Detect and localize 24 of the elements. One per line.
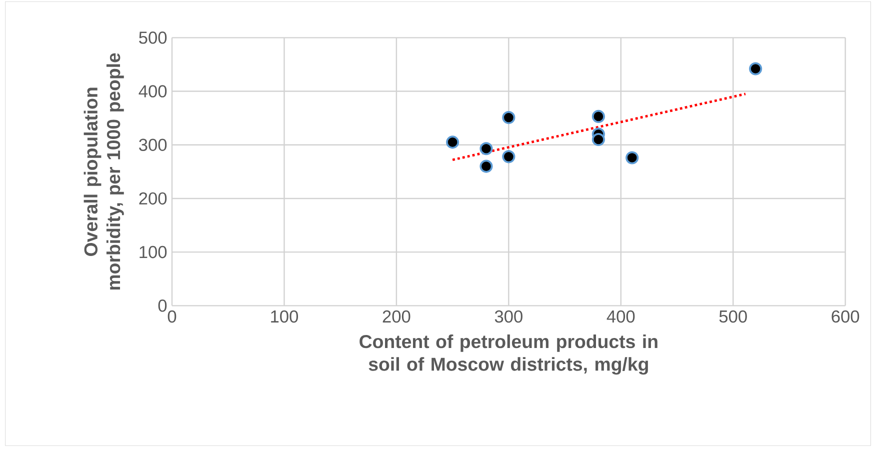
x-tick-label: 600 [832, 310, 860, 323]
point [446, 136, 460, 149]
point [592, 132, 605, 146]
point [626, 151, 639, 164]
y-tick-label: 100 [140, 246, 167, 258]
y-axis-title: Overall piopulation morbidity, per 1000 people [84, 53, 124, 290]
point [502, 111, 516, 124]
point [592, 110, 605, 123]
y-tick-label: 300 [139, 138, 167, 152]
point [480, 142, 493, 156]
y-tick-label: 200 [139, 192, 167, 205]
y-tick-label: 0 [158, 300, 167, 312]
y-tick-label: 400 [138, 85, 167, 98]
x-tick-label: 400 [606, 310, 635, 323]
y-tick-label: 500 [139, 32, 167, 44]
x-tick-label: 100 [271, 310, 298, 323]
x-tick-label: 200 [382, 310, 410, 323]
x-tick-label: 500 [719, 310, 747, 323]
point [502, 150, 516, 164]
point [749, 62, 762, 76]
point [480, 160, 493, 173]
x-tick-label: 0 [168, 310, 176, 323]
x-tick-label: 300 [494, 310, 522, 323]
x-axis-title: Content of petroleum products in soil of Moscow districts, mg/kg [360, 334, 658, 375]
